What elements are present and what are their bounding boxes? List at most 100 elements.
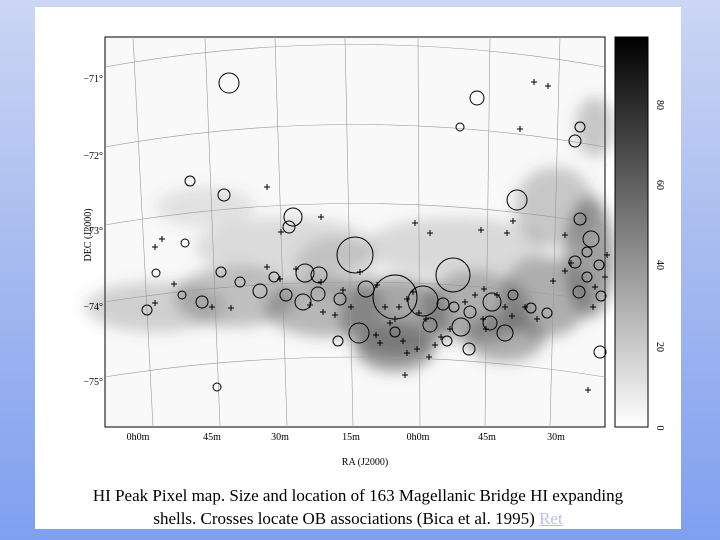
hi-shell-marker [506,189,528,211]
hi-shell-marker [348,322,370,344]
colorbar-tick-label: 80 [654,100,665,110]
figure-caption: HI Peak Pixel map. Size and location of … [35,484,681,530]
dec-gridline [104,124,606,148]
ra-gridline [417,36,421,428]
emission-patch [175,267,295,327]
ob-association-cross [357,269,363,275]
colorbar-tick-label: 60 [654,180,665,190]
hi-shell-marker [295,263,315,283]
ob-association-cross [392,316,398,322]
ob-association-cross [277,276,283,282]
hi-shell-marker [357,280,375,298]
ob-association-cross [320,309,326,315]
hi-shell-marker [568,255,582,269]
hi-shell-marker [507,289,519,301]
ob-association-cross [590,304,596,310]
caption-line-1: HI Peak Pixel map. Size and location of … [92,486,624,505]
ob-association-cross [472,292,478,298]
ob-association-cross [382,304,388,310]
ra-gridline [484,36,491,428]
ra-gridline [549,36,561,428]
dec-tick-label: −74° [83,302,103,313]
emission-patch [355,322,435,372]
hi-shell-marker [572,285,586,299]
hi-shell-marker [593,345,607,359]
ob-association-cross [562,268,568,274]
hi-shell-marker [212,382,222,392]
dec-axis-label: DEC (J2000) [83,208,94,261]
emission-patch [155,187,255,227]
ob-association-cross [387,320,393,326]
hi-shell-marker [482,292,502,312]
ob-association-cross [293,266,299,272]
dec-gridline [104,356,606,378]
hi-shell-marker [195,295,209,309]
ob-association-cross [462,299,468,305]
dec-gridline [104,44,606,68]
hi-shell-marker [268,271,280,283]
ra-gridline [204,36,221,428]
ob-association-cross [585,387,591,393]
dec-tick-label: −71° [83,74,103,85]
ob-association-cross [264,264,270,270]
ob-association-cross [404,296,410,302]
hi-shell-marker [568,134,582,148]
ra-tick-label: 30m [547,432,565,443]
ob-association-cross [318,214,324,220]
ob-association-cross [416,310,422,316]
ra-gridline [132,36,154,428]
ob-association-cross [592,284,598,290]
ob-association-cross [534,316,540,322]
ob-association-cross [432,342,438,348]
hi-shell-marker [177,290,187,300]
ob-association-cross [228,305,234,311]
ra-axis-label: RA (J2000) [342,457,388,468]
hi-shell-marker [593,259,605,271]
hi-shell-marker [451,317,471,337]
hi-shell-marker [310,286,326,302]
hi-shell-marker [448,301,460,313]
hi-shell-marker [184,175,196,187]
ra-tick-label: 15m [342,432,360,443]
ra-tick-label: 45m [203,432,221,443]
hi-shell-marker [294,293,312,311]
dec-tick-label: −72° [83,151,103,162]
ob-association-cross [414,346,420,352]
ret-link[interactable]: Ret [539,509,563,528]
hi-shell-marker [218,72,240,94]
hi-shell-marker [336,236,374,274]
emission-patch [575,97,615,157]
ob-association-cross [568,260,574,266]
ob-association-cross [483,326,489,332]
ob-association-cross [332,312,338,318]
hi-shell-marker [581,271,593,283]
dec-tick-label: −75° [83,377,103,388]
slide-card: DEC (J2000) RA (J2000) −71° −72° −73° −7… [35,7,681,529]
ob-association-cross [602,274,608,280]
ob-association-cross [264,184,270,190]
ob-association-cross [550,278,556,284]
hi-shell-marker [141,304,153,316]
ob-association-cross [545,83,551,89]
hi-shell-marker [217,188,231,202]
ob-association-cross [152,244,158,250]
ob-association-cross [604,252,610,258]
ra-tick-label: 0h0m [127,432,150,443]
ob-association-cross [502,304,508,310]
emission-patch [365,217,545,277]
hi-shells [141,72,607,392]
ob-association-cross [152,300,158,306]
hi-shell-marker [180,238,190,248]
ob-association-cross [426,354,432,360]
ob-association-cross [307,302,313,308]
hi-shell-marker [455,122,465,132]
hi-shell-marker [282,220,296,234]
ob-association-cross [447,326,453,332]
ob-association-cross [373,332,379,338]
ob-association-cross [374,282,380,288]
hi-shell-marker [310,266,328,284]
hi-shell-marker [435,257,471,293]
hi-shell-marker [436,297,450,311]
hi-shell-marker [333,292,347,306]
ob-association-cross [423,316,429,322]
